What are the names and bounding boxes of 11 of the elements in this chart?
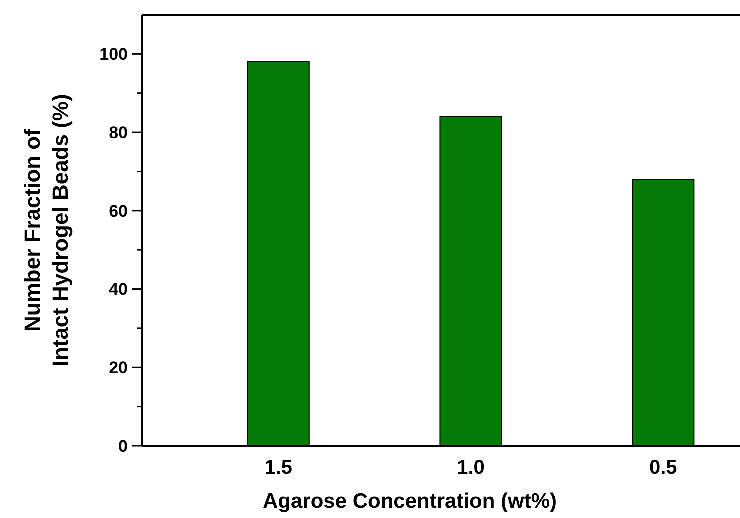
x-axis-title: Agarose Concentration (wt%): [262, 490, 558, 513]
y-tick-label: 80: [109, 123, 128, 142]
y-axis-title: Number Fraction of Intact Hydrogel Beads (%): [20, 94, 73, 367]
y-tick-label: 0: [118, 436, 128, 456]
x-tick-label: 0.5: [649, 457, 678, 479]
x-tick-label: 1.0: [457, 457, 485, 479]
y-tick-label: 100: [100, 45, 128, 64]
y-tick-label: 40: [109, 280, 128, 300]
y-tick-label: 60: [109, 202, 128, 221]
x-tick-label: 1.5: [264, 457, 293, 479]
y-tick-label: 20: [109, 358, 128, 378]
